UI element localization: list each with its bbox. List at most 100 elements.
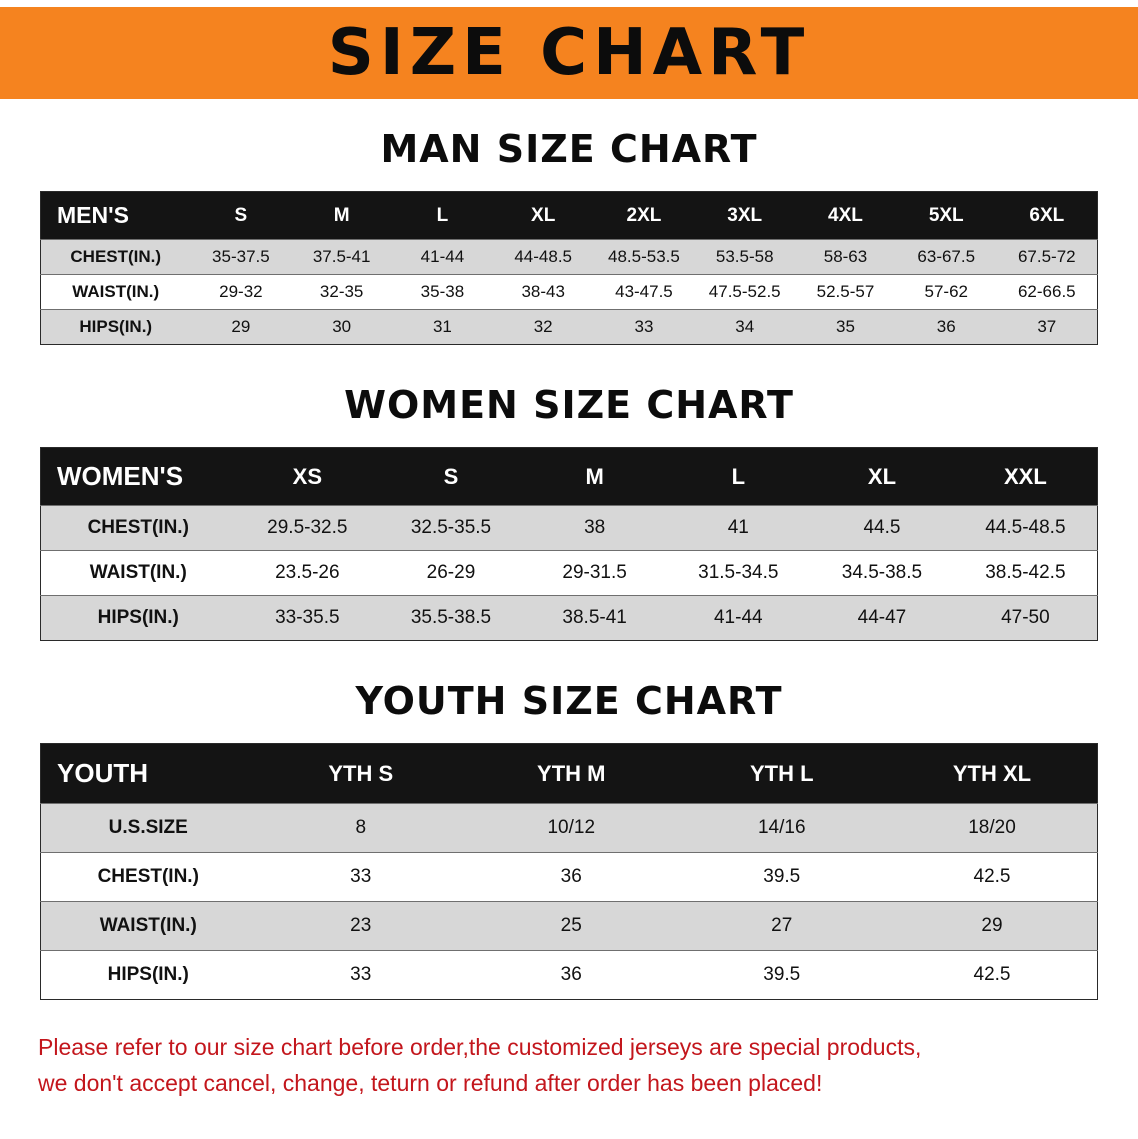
table-header-row: MEN'S S M L XL 2XL 3XL 4XL 5XL 6XL (40, 191, 1098, 240)
row-label-cell: CHEST(IN.) (70, 247, 162, 266)
size-value-cell: 38 (584, 517, 606, 538)
size-value-cell: 31 (432, 317, 452, 336)
size-value-cell: 39.5 (763, 964, 801, 985)
table-row: CHEST(IN.) 35-37.5 37.5-41 41-44 44-48.5 48.5… (40, 239, 1098, 275)
men-size-table: MEN'S S M L XL 2XL 3XL 4XL 5XL 6XL CHEST(IN.) 35-37… (40, 191, 1098, 345)
size-value-cell: 32.5-35.5 (410, 517, 492, 538)
size-value-cell: 32-35 (319, 282, 364, 301)
row-label-cell: WAIST(IN.) (99, 915, 197, 936)
size-value-cell: 52.5-57 (816, 282, 875, 301)
size-value-cell: 42.5 (973, 866, 1011, 887)
size-value-cell: 31.5-34.5 (698, 562, 779, 583)
size-value-cell: 37 (1037, 317, 1057, 336)
column-header-cell: S (379, 447, 523, 506)
column-header-cell: M (522, 447, 667, 506)
column-header-cell: M (291, 191, 393, 240)
size-value-cell: 36 (936, 317, 956, 336)
table-row: WAIST(IN.) 23.5-26 26-29 29-31.5 31.5-34.5 34… (40, 550, 1098, 596)
column-header-cell: 4XL (795, 191, 896, 240)
column-header-cell: 5XL (895, 191, 997, 240)
women-size-chart-heading: WOMEN SIZE CHART (344, 383, 794, 427)
size-value-cell: 10/12 (547, 817, 596, 838)
row-label-cell: WAIST(IN.) (72, 282, 160, 301)
size-value-cell: 67.5-72 (1017, 247, 1076, 266)
women-size-chart-section: WOMEN SIZE CHART WOMEN'S XS S M L XL XXL CHEST(… (0, 383, 1138, 641)
size-value-cell: 47-50 (1001, 607, 1050, 628)
size-value-cell: 53.5-58 (715, 247, 774, 266)
size-value-cell: 41 (727, 517, 749, 538)
size-value-cell: 26-29 (426, 562, 476, 583)
size-value-cell: 42.5 (973, 964, 1011, 985)
row-label-cell: WAIST(IN.) (89, 562, 187, 583)
size-value-cell: 63-67.5 (917, 247, 976, 266)
size-value-cell: 48.5-53.5 (608, 247, 680, 266)
disclaimer-line-1: Please refer to our size chart before or… (38, 1034, 922, 1060)
size-value-cell: 35 (836, 317, 855, 336)
table-header-row: WOMEN'S XS S M L XL XXL (40, 447, 1098, 506)
column-header-cell: XL (810, 447, 954, 506)
size-value-cell: 30 (332, 317, 352, 336)
size-value-cell: 32 (533, 317, 553, 336)
row-label-cell: HIPS(IN.) (107, 964, 189, 985)
table-row: WAIST(IN.) 23 25 27 29 (40, 901, 1098, 951)
size-value-cell: 33-35.5 (275, 607, 340, 628)
size-value-cell: 36 (560, 866, 582, 887)
table-row: CHEST(IN.) 33 36 39.5 42.5 (40, 852, 1098, 902)
size-value-cell: 33 (350, 964, 372, 985)
size-value-cell: 36 (560, 964, 582, 985)
table-row: CHEST(IN.) 29.5-32.5 32.5-35.5 38 41 44.5 44.5… (40, 505, 1098, 551)
youth-size-table: YOUTH YTH S YTH M YTH L YTH XL U.S.SIZE 8 10/12… (40, 743, 1098, 1000)
man-size-chart-heading: MAN SIZE CHART (380, 127, 758, 171)
row-label-cell: CHEST(IN.) (87, 517, 189, 538)
size-value-cell: 38.5-42.5 (985, 562, 1066, 583)
table-row: WAIST(IN.) 29-32 32-35 35-38 38-43 43-47.5 47.… (40, 274, 1098, 310)
column-header-cell: YTH L (676, 743, 887, 804)
youth-size-chart-heading: YOUTH SIZE CHART (355, 679, 783, 723)
table-name-cell: WOMEN'S (40, 447, 236, 506)
size-value-cell: 35-37.5 (212, 247, 270, 266)
size-value-cell: 34 (735, 317, 755, 336)
size-value-cell: 38.5-41 (562, 607, 627, 628)
size-value-cell: 33 (350, 866, 372, 887)
size-value-cell: 37.5-41 (312, 247, 371, 266)
column-header-cell: YTH XL (887, 743, 1098, 804)
column-header-cell: L (666, 447, 811, 506)
size-value-cell: 39.5 (763, 866, 801, 887)
row-label-cell: CHEST(IN.) (97, 866, 199, 887)
size-value-cell: 35.5-38.5 (410, 607, 492, 628)
row-label-cell: HIPS(IN.) (79, 317, 153, 336)
page-title: SIZE CHART (327, 16, 811, 90)
size-value-cell: 29 (231, 317, 251, 336)
column-header-cell: 6XL (996, 191, 1098, 240)
size-value-cell: 33 (634, 317, 654, 336)
size-value-cell: 23 (350, 915, 372, 936)
size-value-cell: 29 (981, 915, 1003, 936)
size-value-cell: 44-48.5 (514, 247, 573, 266)
size-value-cell: 18/20 (968, 817, 1016, 838)
table-row: HIPS(IN.) 33 36 39.5 42.5 (40, 950, 1098, 1000)
column-header-cell: 2XL (593, 191, 695, 240)
column-header-cell: 3XL (694, 191, 796, 240)
size-value-cell: 44.5-48.5 (985, 517, 1066, 538)
column-header-cell: YTH M (466, 743, 677, 804)
column-header-cell: L (392, 191, 493, 240)
column-header-cell: S (190, 191, 292, 240)
column-header-cell: XXL (953, 447, 1098, 506)
table-header-row: YOUTH YTH S YTH M YTH L YTH XL (40, 743, 1098, 804)
size-value-cell: 62-66.5 (1017, 282, 1076, 301)
size-value-cell: 14/16 (757, 817, 806, 838)
size-value-cell: 29-32 (219, 282, 263, 301)
size-value-cell: 38-43 (521, 282, 565, 301)
size-value-cell: 57-62 (924, 282, 968, 301)
table-row: HIPS(IN.) 29 30 31 32 33 34 35 36 37 (40, 309, 1098, 345)
table-name-cell: YOUTH (40, 743, 256, 804)
disclaimer-line-2: we don't accept cancel, change, teturn o… (38, 1069, 823, 1096)
size-value-cell: 25 (560, 915, 582, 936)
size-value-cell: 43-47.5 (615, 282, 673, 301)
women-size-table: WOMEN'S XS S M L XL XXL CHEST(IN.) 29.5-32.5 32.5… (40, 447, 1098, 641)
size-value-cell: 44-47 (857, 607, 907, 628)
table-name-cell: MEN'S (40, 191, 191, 240)
size-value-cell: 27 (771, 915, 793, 936)
table-row: HIPS(IN.) 33-35.5 35.5-38.5 38.5-41 41-44 44-… (40, 595, 1098, 641)
table-row: U.S.SIZE 8 10/12 14/16 18/20 (40, 803, 1098, 853)
